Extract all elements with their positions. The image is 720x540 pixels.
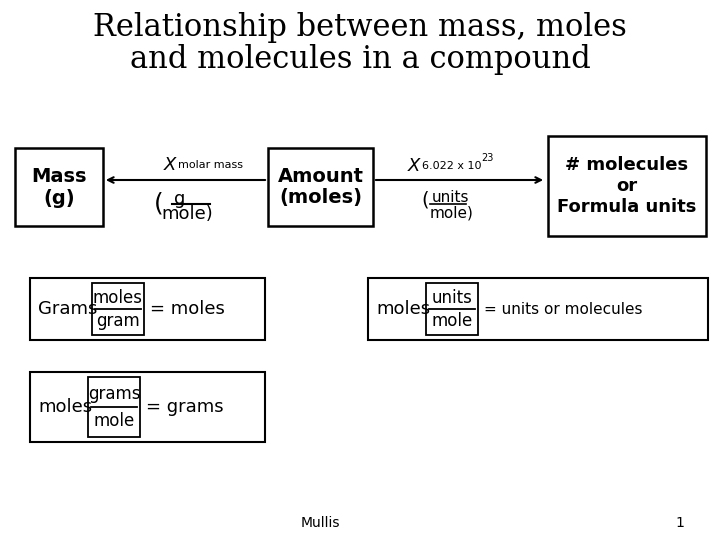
Text: mole): mole) bbox=[161, 205, 213, 223]
Bar bbox=[426, 283, 478, 335]
Text: moles: moles bbox=[38, 398, 92, 416]
Text: Amount
(moles): Amount (moles) bbox=[277, 166, 364, 207]
Bar bbox=[92, 283, 144, 335]
Bar bbox=[268, 148, 373, 226]
Text: mole: mole bbox=[94, 412, 135, 430]
Text: grams: grams bbox=[88, 385, 140, 403]
Text: = grams: = grams bbox=[146, 398, 224, 416]
Text: g: g bbox=[174, 190, 185, 208]
Text: 6.022 x 10: 6.022 x 10 bbox=[423, 161, 482, 171]
Bar bbox=[30, 278, 265, 340]
Text: and molecules in a compound: and molecules in a compound bbox=[130, 44, 590, 75]
Text: moles: moles bbox=[93, 288, 143, 307]
Bar bbox=[368, 278, 708, 340]
Text: # molecules
or
Formula units: # molecules or Formula units bbox=[557, 156, 697, 216]
Bar bbox=[88, 377, 140, 437]
Text: Mullis: Mullis bbox=[300, 516, 340, 530]
Text: = moles: = moles bbox=[150, 300, 225, 318]
Text: X: X bbox=[163, 156, 176, 174]
Text: mole: mole bbox=[431, 312, 472, 330]
Text: 1: 1 bbox=[675, 516, 685, 530]
Text: gram: gram bbox=[96, 312, 140, 330]
Text: = units or molecules: = units or molecules bbox=[484, 301, 642, 316]
Text: Mass
(g): Mass (g) bbox=[31, 166, 86, 207]
Text: units: units bbox=[431, 190, 469, 205]
Text: (: ( bbox=[153, 192, 163, 216]
Text: X: X bbox=[408, 157, 420, 175]
Bar bbox=[15, 148, 103, 226]
Text: molar mass: molar mass bbox=[179, 160, 243, 170]
Text: mole): mole) bbox=[430, 205, 473, 220]
Text: Relationship between mass, moles: Relationship between mass, moles bbox=[93, 12, 627, 43]
Text: units: units bbox=[431, 288, 472, 307]
Bar bbox=[30, 372, 265, 442]
Text: Grams: Grams bbox=[38, 300, 97, 318]
Bar bbox=[548, 136, 706, 236]
Text: moles: moles bbox=[376, 300, 430, 318]
Text: (: ( bbox=[421, 190, 429, 209]
Text: 23: 23 bbox=[482, 153, 494, 163]
